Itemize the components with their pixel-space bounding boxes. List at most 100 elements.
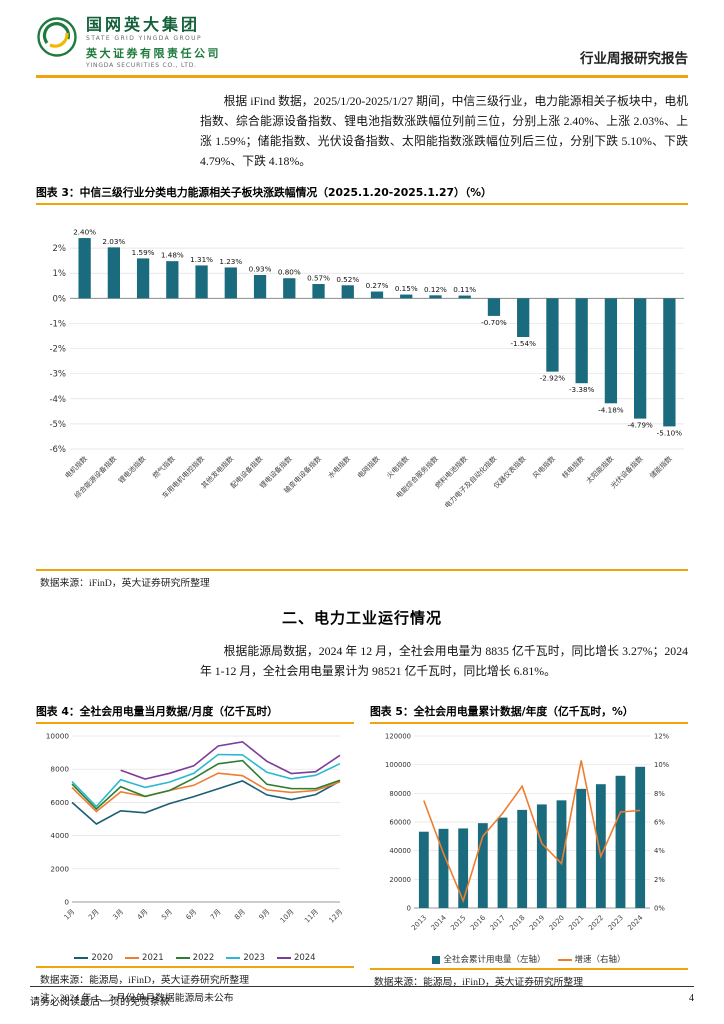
figure-columns: 图表 4：全社会用电量当月数据/月度（亿千瓦时） 0 2000 4000 6000 80… [36,691,688,1004]
svg-text:60000: 60000 [389,819,411,827]
report-type-label: 行业周报研究报告 [580,50,688,67]
svg-text:3月: 3月 [111,908,125,922]
legend-item: 2021 [125,953,164,963]
intro-paragraph: 根据 iFind 数据，2025/1/20-2025/1/27 期间，中信三级行… [200,93,688,169]
svg-text:-2%: -2% [49,344,66,354]
legend-line-swatch [226,956,241,959]
svg-text:2.03%: 2.03% [102,237,125,246]
legend-item: 增速（右轴） [557,953,626,966]
footer-disclaimer: 请务必阅读最后一页的免责条款 [30,997,170,1008]
figure4-title-rule [36,722,354,725]
legend-item: 2022 [175,953,215,964]
svg-text:12月: 12月 [327,908,344,925]
figure5-panel: 图表 5：全社会用电量累计数据/年度（亿千瓦时，%） 0 20000 40000 60… [370,691,688,1004]
svg-text:-6%: -6% [49,445,66,455]
figure4-title: 图表 4：全社会用电量当月数据/月度（亿千瓦时） [36,705,278,719]
svg-text:2019: 2019 [528,914,546,932]
svg-text:2017: 2017 [489,914,507,932]
svg-text:100000: 100000 [385,761,411,769]
svg-text:-1.54%: -1.54% [510,339,536,348]
svg-text:8月: 8月 [233,908,247,922]
figure3-source: 数据来源：iFinD，英大证券研究所整理 [40,577,210,589]
legend-label: 2022 [192,953,215,964]
svg-text:2%: 2% [654,876,665,884]
svg-text:0.15%: 0.15% [395,284,418,293]
figure5-source-rule [370,968,688,971]
section-paragraph: 根据能源局数据，2024 年 12 月，全社会用电量为 8835 亿千瓦时，同比… [200,643,688,678]
svg-text:9月: 9月 [258,908,272,922]
brand-block: 国网英大集团 STATE GRID YINGDA GROUP 英大证券有限责任公… [36,16,221,69]
figure5-source: 数据来源：能源局，iFinD，英大证券研究所整理 [374,977,584,989]
header-rule [36,74,688,78]
page-footer: 请务必阅读最后一页的免责条款 4 [30,986,694,1008]
svg-text:1.48%: 1.48% [161,250,184,259]
page-number: 4 [689,993,694,1004]
svg-text:0%: 0% [53,294,67,304]
svg-text:-5%: -5% [49,420,66,430]
svg-text:-3.38%: -3.38% [569,385,595,394]
legend-line-swatch [74,956,89,959]
svg-text:10%: 10% [654,761,670,769]
figure5-combo-chart: 0 20000 40000 60000 80000 100000 120000 0% 2% 4% 6… [370,728,688,951]
svg-text:电力电子及自动化指数: 电力电子及自动化指数 [443,454,499,510]
legend-label: 增速（右轴） [574,955,626,966]
legend-item: 2024 [276,953,316,964]
svg-text:1.23%: 1.23% [219,257,242,266]
figure3-source-rule [36,568,688,571]
svg-text:1.31%: 1.31% [190,255,213,264]
svg-text:-4%: -4% [49,394,66,404]
svg-text:2023: 2023 [607,914,625,932]
figure4-panel: 图表 4：全社会用电量当月数据/月度（亿千瓦时） 0 2000 4000 6000 80… [36,691,354,1004]
legend-label: 2023 [243,953,265,964]
legend-label: 2020 [91,953,114,964]
legend-line-swatch [276,956,291,959]
svg-text:2.40%: 2.40% [73,227,96,236]
svg-text:1%: 1% [53,269,67,279]
svg-text:6%: 6% [654,819,665,827]
svg-text:0: 0 [407,905,411,913]
svg-text:40000: 40000 [389,847,411,855]
figure4-source-rule [36,966,354,969]
figure3-title-rule [36,202,688,205]
svg-text:2024: 2024 [626,914,645,933]
figure4-source: 数据来源：能源局，iFinD，英大证券研究所整理 [40,975,250,987]
svg-text:电网指数: 电网指数 [355,454,381,480]
svg-text:2018: 2018 [508,914,526,932]
svg-text:8000: 8000 [50,765,69,774]
svg-text:2015: 2015 [449,914,467,932]
svg-text:锂电池指数: 锂电池指数 [116,454,147,485]
svg-text:2月: 2月 [87,908,101,922]
figure5-title: 图表 5：全社会用电量累计数据/年度（亿千瓦时，%） [370,705,634,719]
svg-text:-3%: -3% [49,369,66,379]
svg-text:8%: 8% [654,790,665,798]
legend-label: 2024 [293,953,316,964]
legend-box-swatch [432,955,441,964]
svg-text:0.12%: 0.12% [424,285,447,294]
svg-text:1月: 1月 [63,908,77,922]
section-heading: 二、电力工业运行情况 [281,608,442,627]
svg-text:-4.18%: -4.18% [598,405,624,414]
svg-text:-2.92%: -2.92% [540,373,566,382]
svg-text:10月: 10月 [279,908,296,925]
svg-text:6000: 6000 [50,798,69,807]
company-name-en: YINGDA SECURITIES CO., LTD. [86,61,197,69]
svg-text:2020: 2020 [548,914,566,932]
report-header: 国网英大集团 STATE GRID YINGDA GROUP 英大证券有限责任公… [36,16,688,69]
figure4-line-chart: 0 2000 4000 6000 8000 10000 1月 2月 3月 4月 5月 6月 7月 8月 9月… [36,728,354,951]
svg-text:0.11%: 0.11% [453,285,476,294]
svg-text:0: 0 [64,898,69,907]
svg-text:-5.10%: -5.10% [657,428,683,437]
svg-text:燃气指数: 燃气指数 [151,454,177,480]
svg-text:5月: 5月 [160,908,174,922]
svg-text:4000: 4000 [50,831,69,840]
svg-text:火电指数: 火电指数 [384,454,410,480]
legend-item: 全社会累计用电量（左轴） [432,953,546,965]
svg-text:0.27%: 0.27% [366,281,389,290]
legend-line-swatch [125,956,140,959]
legend-item: 2020 [74,953,113,963]
svg-text:0.80%: 0.80% [278,267,301,276]
legend-item: 2023 [226,953,265,963]
svg-text:11月: 11月 [303,908,320,925]
svg-text:核电指数: 核电指数 [560,454,586,480]
figure5-title-rule [370,722,688,725]
